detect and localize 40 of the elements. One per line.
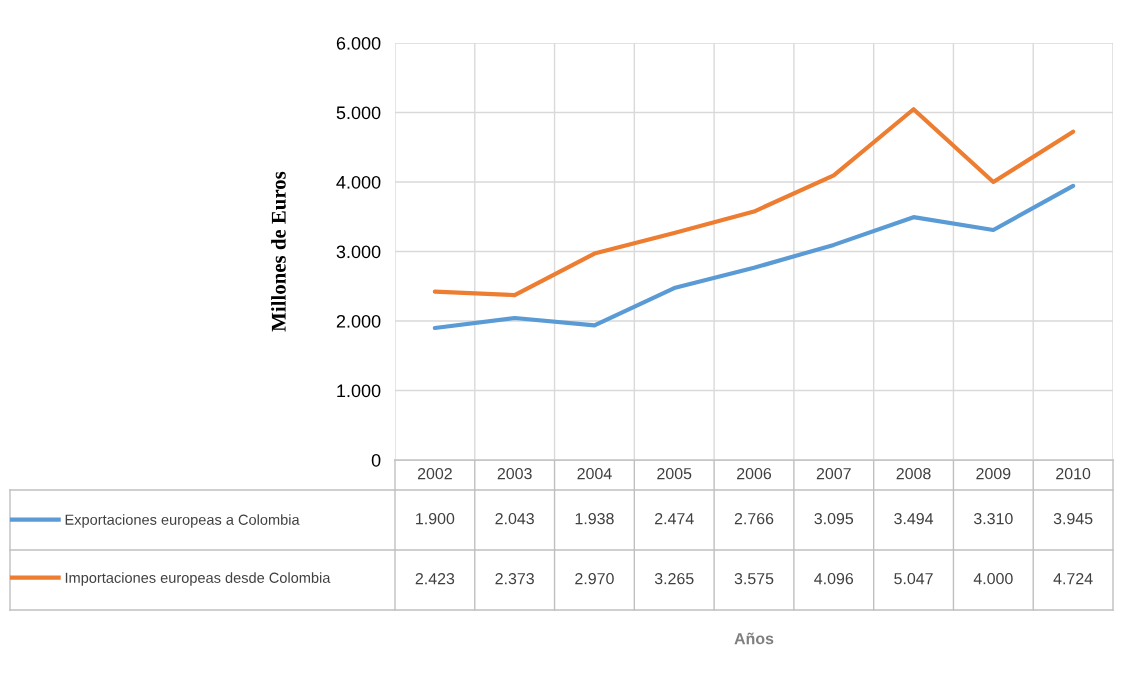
- y-tick-label: 6.000: [336, 36, 381, 50]
- data-label: 3.945: [1053, 512, 1093, 525]
- x-tick-label: 2006: [737, 467, 772, 480]
- data-label: 4.096: [814, 572, 854, 585]
- y-axis-title: Millones de Euros: [271, 171, 286, 332]
- data-label: 3.494: [894, 512, 934, 525]
- y-tick-label: 1.000: [337, 384, 381, 398]
- y-tick-label: 3.000: [336, 245, 381, 259]
- data-label: 2.043: [495, 512, 534, 525]
- data-label: 5.047: [894, 572, 933, 585]
- x-tick-label: 2010: [1056, 467, 1091, 480]
- data-label: 3.310: [973, 512, 1013, 525]
- line-series: [432, 183, 1076, 331]
- data-label: 3.095: [814, 512, 854, 525]
- x-tick-label: 2002: [417, 467, 452, 480]
- data-label: 2.373: [495, 572, 534, 585]
- x-tick-label: 2007: [816, 467, 851, 480]
- x-tick-label: 2009: [976, 467, 1011, 480]
- text: Años: [734, 632, 774, 645]
- legend-label: Exportaciones europeas a Colombia: [65, 514, 300, 528]
- legend-label: Importaciones europeas desde Colombia: [65, 572, 331, 586]
- data-label: 2.474: [655, 512, 694, 525]
- y-tick-label: 0: [371, 453, 381, 467]
- y-tick-label: 5.000: [336, 106, 381, 120]
- data-label: 2.970: [575, 572, 614, 585]
- data-label: 2.766: [734, 512, 774, 525]
- data-label: 4.724: [1053, 572, 1093, 585]
- line-series: [432, 107, 1076, 298]
- x-tick-label: 2005: [657, 467, 692, 480]
- y-tick-label: 4.000: [336, 175, 381, 189]
- data-label: 4.000: [973, 572, 1013, 585]
- data-label: 3.265: [654, 572, 694, 585]
- data-label: 1.900: [416, 512, 455, 525]
- x-tick-label: 2008: [896, 467, 931, 480]
- y-tick-label: 2.000: [336, 314, 381, 328]
- x-tick-label: 2004: [577, 467, 612, 480]
- x-tick-label: 2003: [497, 467, 532, 480]
- data-label: 2.423: [415, 572, 455, 585]
- data-label: 1.938: [575, 512, 614, 525]
- data-label: 3.575: [734, 572, 774, 585]
